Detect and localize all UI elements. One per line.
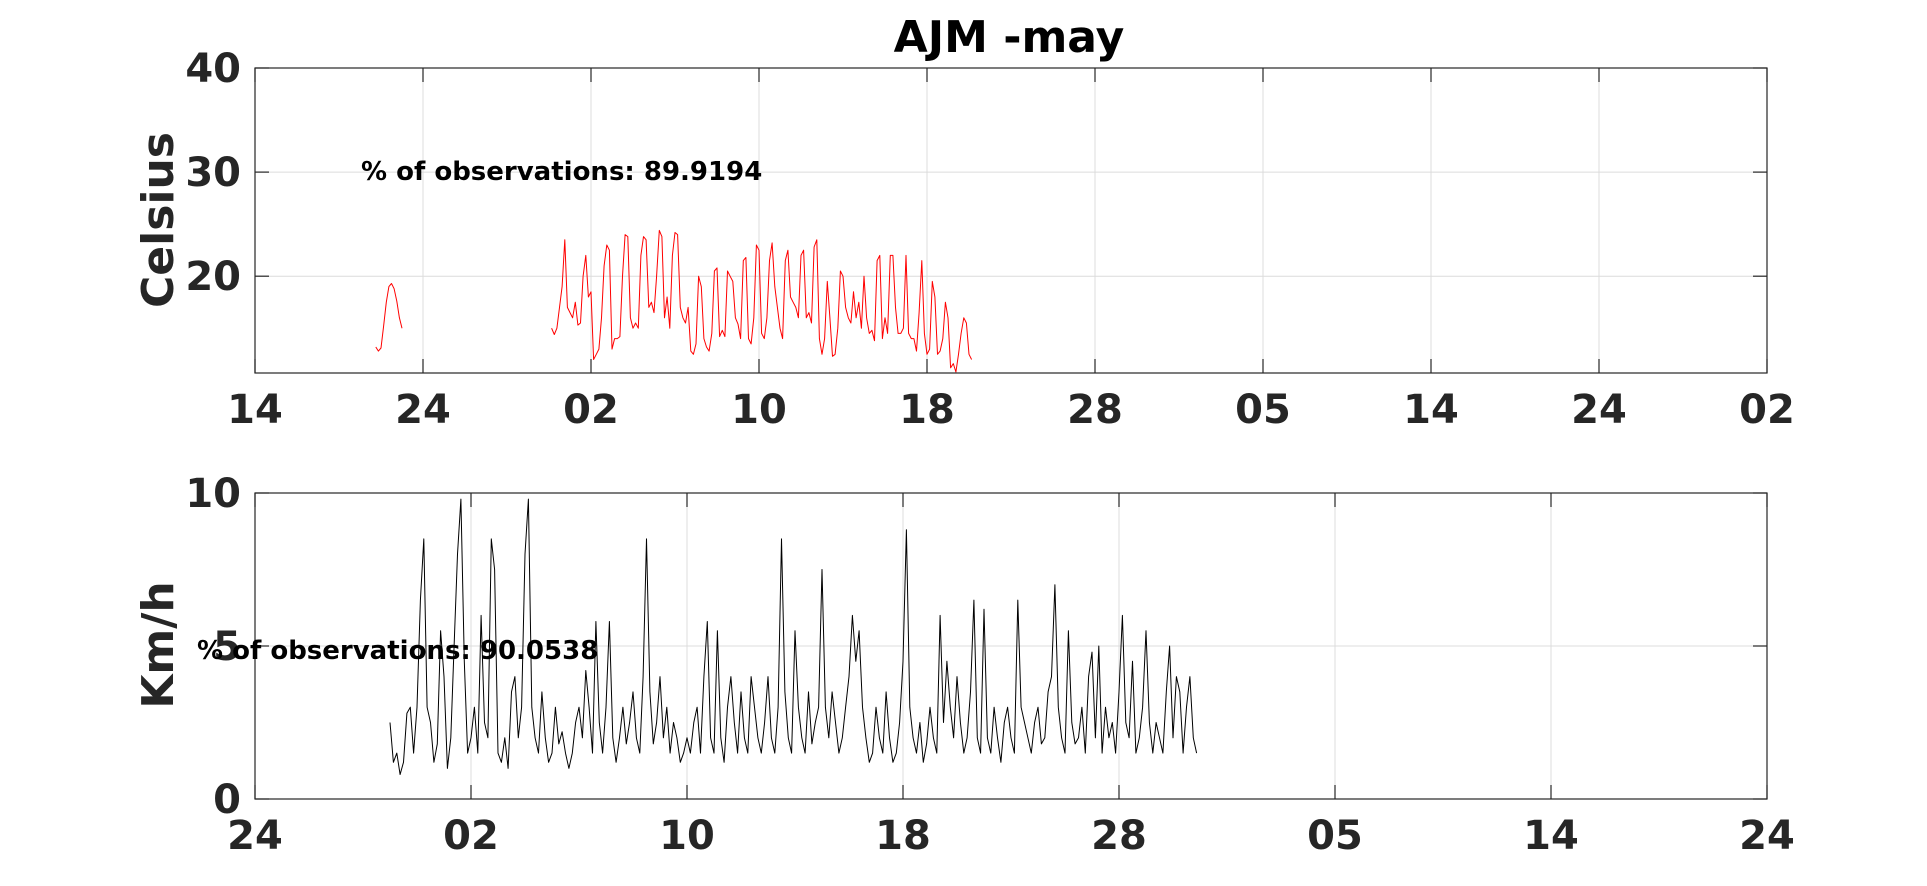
wind-observations-annotation: % of observations: 90.0538 bbox=[197, 636, 598, 666]
temperature-series-line bbox=[551, 229, 973, 373]
temperature-x-tick-label: 02 bbox=[1739, 387, 1795, 433]
temperature-x-tick-label: 14 bbox=[1403, 387, 1459, 433]
temperature-y-axis-label: Celsius bbox=[133, 132, 184, 308]
wind-y-tick-label: 0 bbox=[213, 777, 241, 823]
temperature-x-tick-label: 24 bbox=[1571, 387, 1627, 433]
temperature-x-tick-label: 18 bbox=[899, 387, 955, 433]
temperature-observations-annotation: % of observations: 89.9194 bbox=[361, 157, 762, 187]
wind-plot-area bbox=[389, 498, 1198, 775]
temperature-x-tick-label: 24 bbox=[395, 387, 451, 433]
temperature-x-tick-label: 14 bbox=[227, 387, 283, 433]
wind-grid bbox=[255, 493, 1767, 799]
temperature-y-tick-label: 40 bbox=[185, 46, 241, 92]
temperature-x-tick-label: 28 bbox=[1067, 387, 1123, 433]
wind-x-tick-label: 24 bbox=[227, 813, 283, 859]
temperature-x-tick-label: 05 bbox=[1235, 387, 1291, 433]
temperature-y-tick-label: 30 bbox=[185, 150, 241, 196]
temperature-plot-area bbox=[375, 229, 973, 373]
temperature-series-line bbox=[375, 283, 403, 352]
temperature-axes-frame bbox=[254, 67, 1768, 374]
temperature-y-tick-label: 20 bbox=[185, 254, 241, 300]
wind-x-tick-label: 18 bbox=[875, 813, 931, 859]
wind-x-tick-label: 05 bbox=[1307, 813, 1363, 859]
temperature-x-tick-label: 10 bbox=[731, 387, 787, 433]
wind-x-tick-label: 28 bbox=[1091, 813, 1147, 859]
chart-title: AJM -may bbox=[894, 12, 1125, 63]
wind-y-tick-label: 5 bbox=[213, 624, 241, 670]
wind-x-tick-label: 10 bbox=[659, 813, 715, 859]
wind-y-tick-label: 10 bbox=[185, 471, 241, 517]
wind-series-line bbox=[389, 498, 1198, 775]
temperature-ticks: 14 24 02 10 18 28 05 14 24 02 20 30 40 bbox=[185, 46, 1795, 433]
wind-y-axis-label: Km/h bbox=[133, 581, 184, 708]
temperature-panel: 14 24 02 10 18 28 05 14 24 02 20 30 40 Celsius % of … bbox=[133, 46, 1795, 433]
temperature-x-tick-label: 02 bbox=[563, 387, 619, 433]
wind-x-tick-label: 24 bbox=[1739, 813, 1795, 859]
wind-x-tick-label: 14 bbox=[1523, 813, 1579, 859]
wind-x-tick-label: 02 bbox=[443, 813, 499, 859]
temperature-grid bbox=[255, 68, 1767, 373]
